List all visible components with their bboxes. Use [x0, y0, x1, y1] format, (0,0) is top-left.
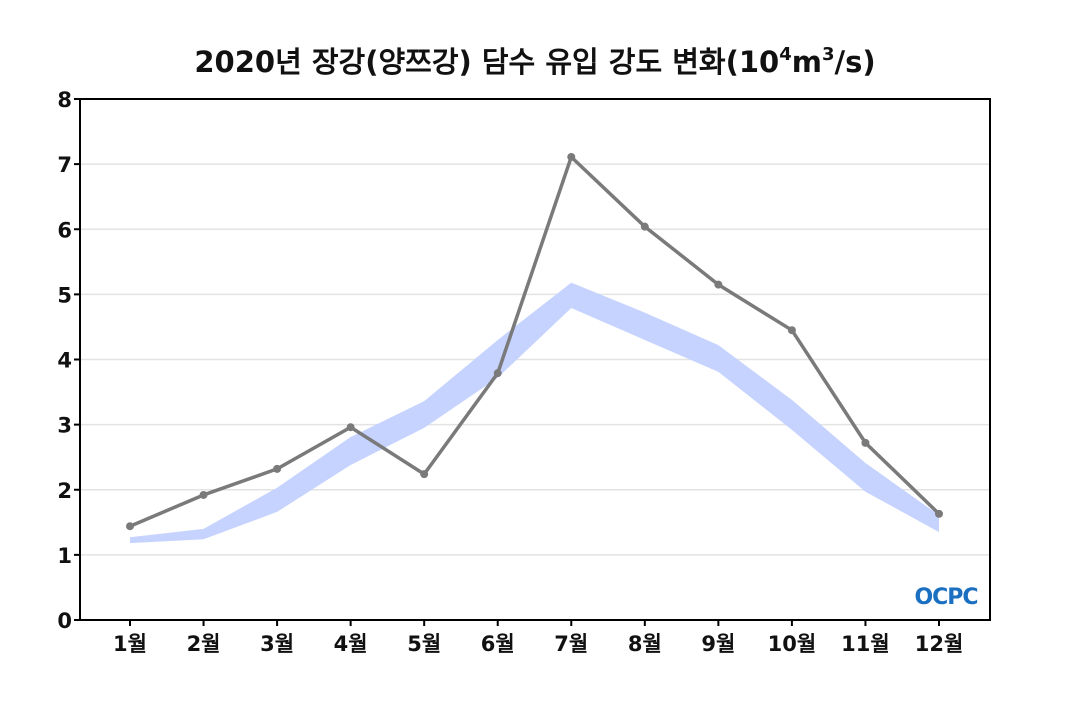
series-2020 [126, 152, 943, 531]
y-tick-label: 2 [57, 479, 72, 503]
x-tick-label: 1월 [113, 632, 147, 656]
series-line [129, 155, 941, 528]
svg-text:OCPC: OCPC [914, 585, 977, 610]
x-tick-label: 7월 [554, 632, 588, 656]
x-tick-label: 2월 [187, 632, 221, 656]
x-tick-label: 3월 [260, 632, 294, 656]
x-tick-label: 5월 [407, 632, 441, 656]
y-tick-label: 8 [57, 88, 72, 112]
data-point [346, 423, 355, 432]
x-tick-label: 11월 [841, 632, 890, 656]
x-tick-label: 8월 [628, 632, 662, 656]
data-point [935, 509, 943, 518]
data-point [714, 280, 723, 289]
x-tick-label: 4월 [334, 632, 368, 656]
chart-title: 2020년 장강(양쯔강) 담수 유입 강도 변화(104m3/s) [194, 44, 875, 79]
y-tick-label: 0 [57, 609, 72, 633]
data-point [567, 152, 576, 161]
gridlines [80, 163, 990, 556]
y-axis: 0 1 2 3 4 5 6 7 8 [57, 88, 80, 633]
data-point [640, 222, 649, 231]
y-tick-label: 7 [57, 153, 72, 177]
data-point [273, 464, 282, 473]
data-point [126, 522, 134, 531]
data-point [861, 438, 870, 447]
data-point [199, 490, 208, 499]
y-tick-label: 5 [57, 283, 72, 307]
ocpc-logo: OCPC [914, 585, 978, 610]
data-point [420, 470, 429, 479]
x-tick-label: 9월 [701, 632, 735, 656]
y-tick-label: 3 [57, 414, 72, 438]
y-tick-label: 6 [57, 218, 72, 242]
x-tick-label: 10월 [768, 632, 817, 656]
data-point [493, 369, 502, 378]
band-area [130, 282, 939, 544]
x-tick-label: 12월 [915, 632, 964, 656]
y-tick-label: 4 [57, 349, 72, 373]
x-axis: 1월 2월 3월 4월 5월 6월 7월 8월 9월 10월 11월 12월 [113, 620, 963, 656]
x-tick-label: 6월 [481, 632, 515, 656]
data-point [787, 326, 796, 335]
range-band [130, 282, 939, 544]
y-tick-label: 1 [57, 544, 72, 568]
